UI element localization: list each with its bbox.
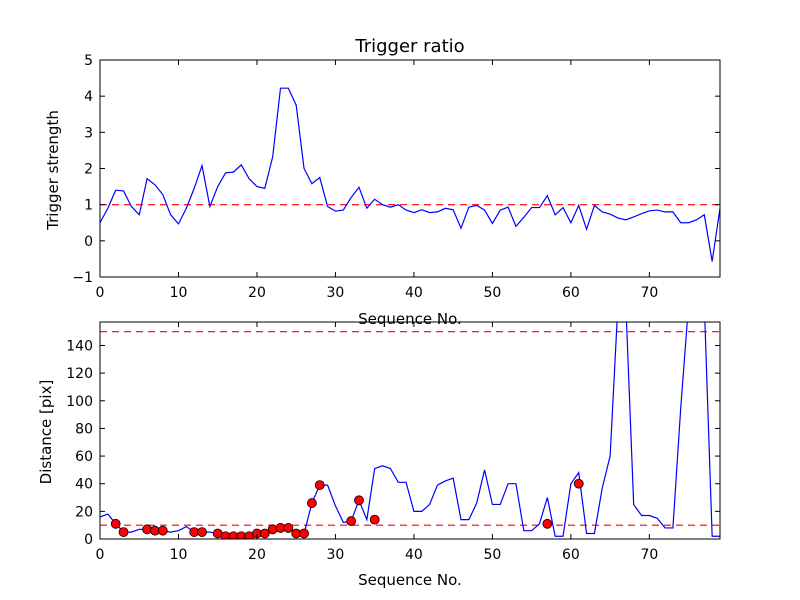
x-tick-label: 0: [96, 285, 105, 301]
data-point: [197, 527, 207, 537]
y-tick-label: −1: [72, 270, 93, 286]
x-tick-label: 30: [327, 285, 345, 301]
series-line: [100, 87, 720, 262]
x-tick-label: 0: [96, 547, 105, 563]
y-tick-label: 5: [84, 53, 93, 69]
y-tick-label: 0: [84, 532, 93, 548]
data-point: [354, 495, 364, 506]
trigger-ratio-chart: Trigger ratio Sequence No. Trigger stren…: [44, 36, 721, 328]
x-axis-label: Sequence No.: [358, 571, 462, 589]
x-tick-label: 50: [483, 285, 501, 301]
x-tick-label: 60: [562, 547, 580, 563]
y-axis-label: Distance [pix]: [37, 380, 55, 485]
x-tick-label: 40: [405, 285, 423, 301]
data-point: [157, 525, 168, 536]
y-tick-label: 120: [66, 366, 93, 382]
x-tick-label: 30: [327, 547, 345, 563]
y-tick-label: 140: [66, 338, 93, 354]
x-tick-label: 10: [170, 547, 188, 563]
y-tick-label: 1: [84, 198, 93, 214]
data-point: [283, 523, 294, 533]
data-point: [299, 528, 309, 539]
y-tick-label: 100: [66, 394, 93, 410]
x-tick-label: 70: [640, 547, 658, 563]
data-point: [573, 478, 584, 489]
distance-chart: Sequence No. Distance [pix] 0 10 20 30 40 50 6…: [37, 321, 721, 589]
y-axis-label: Trigger strength: [44, 110, 62, 231]
x-tick-label: 50: [483, 547, 501, 563]
x-tick-label: 10: [170, 285, 188, 301]
y-tick-label: 80: [75, 421, 93, 437]
y-tick-label: 0: [84, 234, 93, 250]
data-point: [306, 498, 317, 508]
y-tick-label: 60: [75, 449, 93, 465]
data-point: [259, 528, 270, 539]
plot-area: [100, 322, 720, 539]
x-tick-label: 20: [248, 547, 266, 563]
y-tick-label: 40: [75, 477, 93, 493]
data-point: [542, 518, 553, 529]
data-point: [118, 527, 129, 537]
plot-frame: [99, 321, 721, 540]
y-tick-label: 2: [84, 162, 93, 178]
x-tick-label: 70: [640, 285, 658, 301]
data-point: [314, 480, 325, 490]
x-tick-label: 60: [562, 285, 580, 301]
y-tick-label: 20: [75, 504, 93, 520]
x-tick-label: 20: [248, 285, 266, 301]
x-axis-label: Sequence No.: [358, 310, 462, 328]
y-tick-label: 4: [84, 89, 93, 105]
chart-title: Trigger ratio: [354, 36, 464, 57]
data-point: [346, 516, 357, 526]
data-point: [110, 518, 121, 529]
x-tick-label: 40: [405, 547, 423, 563]
y-tick-label: 3: [84, 125, 93, 141]
data-point: [369, 514, 380, 525]
plot-area: [100, 87, 720, 262]
